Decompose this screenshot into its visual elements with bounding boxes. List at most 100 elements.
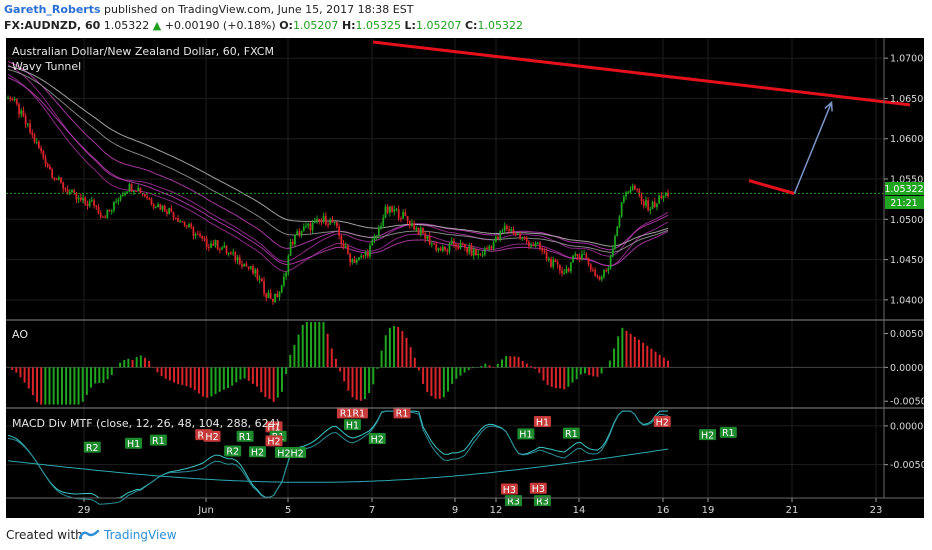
macd-label-text: H2 xyxy=(371,434,384,445)
candle-body xyxy=(444,246,446,251)
candle-body xyxy=(607,268,610,271)
candle-body xyxy=(311,223,314,231)
candle-body xyxy=(179,221,182,223)
ao-histogram xyxy=(6,322,884,405)
candle-body xyxy=(589,264,592,270)
tunnel-line xyxy=(7,68,669,253)
candle-body xyxy=(532,245,535,247)
candle-body xyxy=(373,236,376,241)
candle-body xyxy=(616,226,619,237)
candle-body xyxy=(29,123,31,133)
candle-body xyxy=(667,192,669,197)
price-badge xyxy=(885,182,924,195)
tradingview-link[interactable]: TradingView xyxy=(104,528,177,542)
macd-label-text: R3 xyxy=(536,496,549,507)
candle-body xyxy=(249,266,252,269)
macd-label-box xyxy=(236,430,254,442)
macd-label-text: H1 xyxy=(267,423,280,434)
candle-body xyxy=(587,257,590,265)
candle-body xyxy=(466,247,469,253)
candle-body xyxy=(501,230,504,232)
ao-tick-label: 0.0000 xyxy=(890,363,923,374)
candle-body xyxy=(355,260,358,263)
candle-body xyxy=(525,238,528,242)
candle-body xyxy=(260,278,263,282)
candle-body xyxy=(536,242,539,244)
tunnel-line xyxy=(7,73,669,273)
candle-body xyxy=(331,219,334,223)
candle-body xyxy=(15,99,18,104)
candle-body xyxy=(461,243,464,245)
candle-body xyxy=(219,249,221,251)
candle-body xyxy=(583,253,586,255)
candle-body xyxy=(446,250,449,252)
candle-body xyxy=(329,219,332,225)
candle-body xyxy=(611,248,614,257)
candle-body xyxy=(7,97,9,99)
candle-body xyxy=(470,246,473,256)
candle-body xyxy=(190,224,193,228)
candle-body xyxy=(486,248,488,250)
countdown-value: 21:21 xyxy=(890,198,917,209)
candle-body xyxy=(79,197,82,201)
candle-body xyxy=(539,242,541,248)
candle-body xyxy=(642,201,645,206)
candle-body xyxy=(42,151,45,158)
candle-body xyxy=(503,225,506,231)
main-pane-title: Australian Dollar/New Zealand Dollar, 60… xyxy=(12,45,274,58)
candle-body xyxy=(366,252,369,257)
macd-label-text: H1 xyxy=(536,417,549,428)
candle-body xyxy=(322,216,325,222)
candle-body xyxy=(569,262,572,272)
candle-body xyxy=(130,184,133,192)
candle-body xyxy=(338,226,341,236)
chart-canvas[interactable]: R2H1R1R2H2R1R2H2H1R1H2H2H2R1R1H1H2R1H1R1… xyxy=(6,38,929,518)
author-link[interactable]: Gareth_Roberts xyxy=(4,3,101,16)
candle-body xyxy=(68,192,71,194)
candle-body xyxy=(320,221,323,223)
candle-body xyxy=(267,292,270,298)
candle-body xyxy=(514,233,517,235)
tradingview-logo-icon xyxy=(78,529,100,540)
publication-header: Gareth_Roberts published on TradingView.… xyxy=(0,0,932,36)
candle-body xyxy=(161,205,164,210)
candle-body xyxy=(263,281,265,294)
candle-body xyxy=(247,266,250,269)
candle-body xyxy=(26,123,29,125)
candle-body xyxy=(433,243,435,245)
price-tick-label: 1.05500 xyxy=(890,175,924,186)
price-tick-label: 1.04500 xyxy=(890,255,924,266)
candle-body xyxy=(578,256,581,259)
low-value: 1.05207 xyxy=(415,19,462,32)
candle-body xyxy=(572,255,574,263)
candle-body xyxy=(223,245,226,248)
candle-body xyxy=(64,188,67,190)
macd-label-text: R1 xyxy=(396,409,409,420)
forecast-arrow xyxy=(793,102,833,194)
candles xyxy=(7,95,669,305)
macd-label-box xyxy=(343,419,361,431)
candle-body xyxy=(534,243,537,247)
candle-body xyxy=(472,249,475,256)
macd-label-box xyxy=(224,445,242,457)
close-value: 1.05322 xyxy=(477,19,523,32)
candle-body xyxy=(651,201,654,209)
published-text: published on TradingView.com, June 15, 2… xyxy=(104,3,414,16)
x-tick-label: 5 xyxy=(285,505,291,516)
candle-body xyxy=(408,220,411,226)
chart-area[interactable]: R2H1R1R2H2R1R2H2H1R1H2H2H2R1R1H1H2R1H1R1… xyxy=(6,38,929,518)
macd-label-box xyxy=(368,433,386,445)
candle-body xyxy=(86,203,89,206)
candle-body xyxy=(422,228,424,234)
candle-body xyxy=(656,203,658,207)
candle-body xyxy=(60,177,62,183)
x-tick-label: 9 xyxy=(452,505,458,516)
candle-body xyxy=(541,247,544,251)
candle-body xyxy=(596,275,599,277)
macd-tick-label: -0.0050 xyxy=(890,460,924,471)
candle-body xyxy=(417,227,420,235)
candle-body xyxy=(662,195,665,199)
candle-body xyxy=(479,253,482,255)
candle-body xyxy=(269,292,272,299)
candle-body xyxy=(324,216,327,225)
